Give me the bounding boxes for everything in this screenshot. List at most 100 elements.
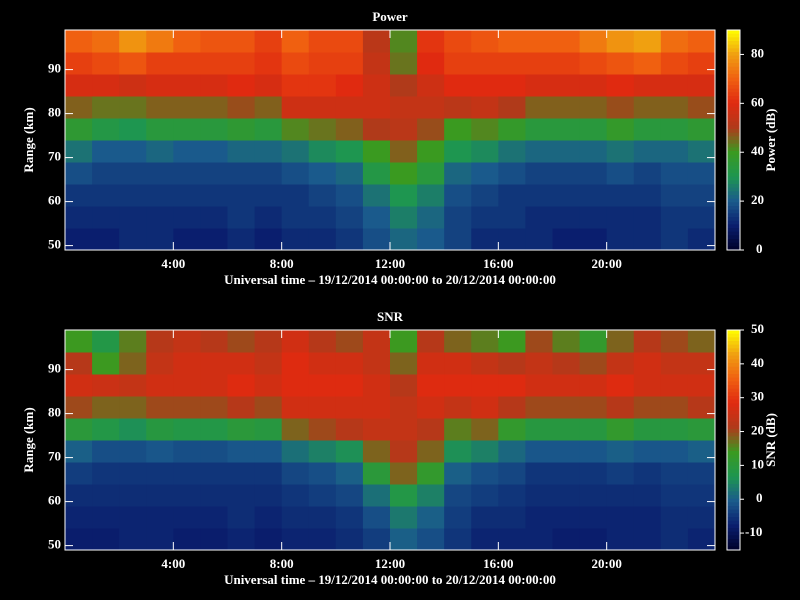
colorbar-tick-label: -10: [745, 524, 762, 539]
heatmap-cell: [119, 330, 147, 353]
heatmap-cell: [552, 184, 581, 207]
heatmap-cell: [687, 396, 716, 419]
heatmap-cell: [119, 118, 147, 141]
heatmap-cell: [281, 184, 310, 207]
heatmap-cell: [362, 352, 391, 375]
heatmap-cell: [417, 506, 445, 529]
heatmap-cell: [525, 96, 553, 119]
heatmap-cell: [65, 184, 93, 207]
heatmap-cell: [335, 118, 364, 141]
x-tick-label: 20:00: [591, 256, 621, 271]
heatmap-cell: [660, 462, 689, 485]
heatmap-cell: [335, 162, 364, 185]
heatmap-cell: [227, 52, 256, 75]
colorbar-swatch: [727, 44, 740, 49]
x-tick-label: 20:00: [591, 556, 621, 571]
heatmap-cell: [687, 374, 716, 397]
heatmap-cell: [660, 96, 689, 119]
heatmap-cell: [308, 418, 337, 441]
heatmap-cell: [308, 228, 337, 251]
heatmap-cell: [579, 140, 608, 163]
heatmap-cell: [552, 462, 581, 485]
heatmap-cell: [552, 30, 581, 53]
colorbar-swatch: [727, 81, 740, 86]
heatmap-cell: [633, 506, 662, 529]
colorbar-swatch: [727, 173, 740, 178]
colorbar-swatch: [727, 454, 740, 459]
heatmap-cell: [633, 228, 662, 251]
y-axis-label: Range (km): [21, 107, 36, 172]
heatmap-cell: [444, 528, 472, 551]
heatmap-cell: [254, 162, 283, 185]
heatmap-cell: [92, 528, 120, 551]
heatmap-cell: [254, 30, 283, 53]
heatmap-cell: [498, 184, 526, 207]
heatmap-cell: [633, 118, 662, 141]
heatmap-cell: [579, 330, 608, 353]
heatmap-cell: [417, 140, 445, 163]
colorbar-tick-label: 20: [751, 192, 764, 207]
heatmap-cell: [146, 140, 174, 163]
colorbar-swatch: [727, 476, 740, 481]
colorbar-swatch: [727, 55, 740, 60]
heatmap-cell: [281, 330, 310, 353]
y-tick-label: 90: [48, 61, 61, 76]
heatmap-cell: [254, 184, 283, 207]
heatmap-cell: [687, 484, 716, 507]
colorbar-swatch: [727, 85, 740, 90]
heatmap-cell: [335, 228, 364, 251]
heatmap-cell: [660, 374, 689, 397]
heatmap-cell: [254, 118, 283, 141]
colorbar-swatch: [727, 458, 740, 463]
heatmap-cell: [119, 96, 147, 119]
heatmap-cell: [687, 118, 716, 141]
heatmap-cell: [362, 374, 391, 397]
heatmap-cell: [254, 140, 283, 163]
heatmap-cell: [687, 228, 716, 251]
y-tick-label: 50: [48, 237, 61, 252]
heatmap-cell: [119, 462, 147, 485]
colorbar-swatch: [727, 520, 740, 525]
heatmap-cell: [173, 374, 201, 397]
colorbar-swatch: [727, 480, 740, 485]
heatmap-cell: [92, 52, 120, 75]
heatmap-cell: [687, 184, 716, 207]
heatmap-cell: [498, 118, 526, 141]
heatmap-cell: [552, 74, 581, 97]
heatmap-cell: [335, 528, 364, 551]
heatmap-cell: [119, 30, 147, 53]
heatmap-cell: [227, 484, 256, 507]
heatmap-cell: [552, 528, 581, 551]
heatmap-cell: [200, 418, 228, 441]
heatmap-cell: [227, 506, 256, 529]
heatmap-cell: [335, 440, 364, 463]
colorbar-swatch: [727, 129, 740, 134]
heatmap-cell: [281, 228, 310, 251]
heatmap-cell: [119, 528, 147, 551]
colorbar-swatch: [727, 118, 740, 123]
heatmap-cell: [227, 206, 256, 229]
colorbar-tick-label: 40: [751, 355, 764, 370]
colorbar-swatch: [727, 158, 740, 163]
heatmap-cell: [498, 440, 526, 463]
heatmap-cell: [119, 74, 147, 97]
x-tick-label: 4:00: [161, 256, 185, 271]
heatmap-cell: [444, 484, 472, 507]
heatmap-cell: [525, 118, 553, 141]
colorbar-swatch: [727, 432, 740, 437]
heatmap-cell: [417, 30, 445, 53]
colorbar-swatch: [727, 542, 740, 547]
heatmap-cell: [471, 206, 499, 229]
heatmap-cell: [362, 30, 391, 53]
heatmap-cell: [146, 96, 174, 119]
heatmap-cell: [173, 506, 201, 529]
heatmap-cell: [498, 506, 526, 529]
heatmap-cell: [200, 96, 228, 119]
colorbar-swatch: [727, 462, 740, 467]
colorbar-tick-label: 10: [751, 456, 764, 471]
heatmap-cell: [498, 374, 526, 397]
heatmap-cell: [660, 528, 689, 551]
heatmap-cell: [606, 118, 635, 141]
heatmap-cell: [444, 162, 472, 185]
colorbar-swatch: [727, 195, 740, 200]
